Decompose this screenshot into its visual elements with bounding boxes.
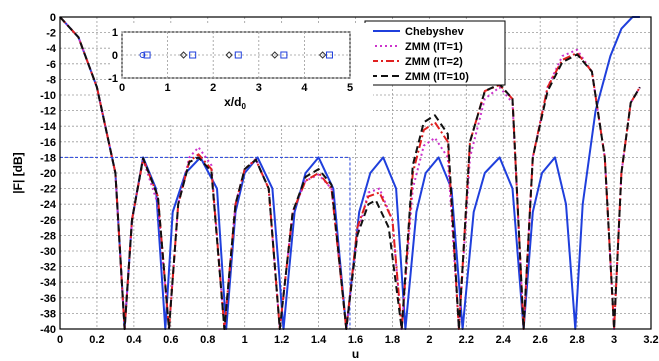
y-tick-label: -14 — [40, 121, 57, 133]
main-series-group — [59, 16, 641, 330]
inset-point-diamond — [271, 51, 279, 59]
x-tick-label: 0.8 — [200, 334, 215, 346]
inset-y-tick-label: 0 — [112, 50, 118, 62]
y-tick-label: -30 — [40, 246, 56, 258]
x-tick-label: 1.4 — [311, 334, 327, 346]
x-tick-label: 2.6 — [533, 334, 548, 346]
x-tick-label: 1 — [242, 334, 248, 346]
x-tick-label: 1.8 — [385, 334, 400, 346]
y-tick-label: -20 — [40, 168, 56, 180]
inset-x-label-subscript: 0 — [241, 102, 246, 111]
inset-grid — [121, 31, 351, 79]
inset-point-square — [143, 51, 151, 59]
x-tick-label: 0.4 — [126, 334, 142, 346]
x-tick-label: 0.2 — [89, 334, 104, 346]
y-tick-label: -6 — [46, 59, 56, 71]
y-axis-label: |F| [dB] — [11, 152, 25, 193]
y-tick-label: -18 — [40, 152, 56, 164]
legend-entries: Chebyshev ZMM (IT=1) ZMM (IT=2) ZMM (IT=10) — [370, 26, 469, 83]
y-tick-label: -40 — [40, 324, 56, 336]
inset-x-axis-label: x/d0 — [224, 95, 246, 111]
y-tick-label: -26 — [40, 215, 56, 227]
y-tick-label: -2 — [46, 28, 56, 40]
y-tick-label: -24 — [40, 199, 57, 211]
x-tick-label: 0.6 — [163, 334, 178, 346]
y-tick-label: -34 — [40, 277, 57, 289]
inset-point-diamond — [225, 51, 233, 59]
x-tick-label: 2.8 — [569, 334, 584, 346]
main-tick-labels: 0 0.2 0.4 0.6 0.8 1 1.2 1.4 1.6 1.8 2 2.2 2.4 2.6 2.8 3… — [40, 12, 659, 346]
x-tick-label: 1.6 — [348, 334, 363, 346]
inset-point-square — [325, 51, 333, 59]
inset-point-circle — [139, 52, 146, 58]
series-line — [59, 16, 641, 330]
inset-plot: 0 1 2 3 4 510-1 x/d0 — [108, 23, 373, 123]
inset-point-square — [189, 51, 197, 59]
series-line — [59, 16, 641, 330]
y-tick-label: -10 — [40, 90, 56, 102]
inset-x-tick-label: 3 — [256, 82, 262, 94]
y-tick-label: -16 — [40, 137, 56, 149]
inset-x-tick-label: 4 — [301, 82, 308, 94]
x-axis-label: u — [352, 347, 359, 361]
x-tick-label: 0 — [57, 334, 63, 346]
y-tick-label: -4 — [46, 43, 57, 55]
legend-label: ZMM (IT=10) — [405, 71, 469, 83]
inset-point-square — [234, 51, 242, 59]
legend-label: ZMM (IT=2) — [405, 56, 463, 68]
inset-point-square — [280, 51, 288, 59]
y-tick-label: -12 — [40, 106, 56, 118]
x-tick-label: 2 — [426, 334, 432, 346]
x-tick-label: 3.2 — [643, 334, 658, 346]
inset-x-label-main: x/d — [224, 95, 241, 109]
y-tick-label: -38 — [40, 308, 56, 320]
y-tick-label: -32 — [40, 262, 56, 274]
y-tick-label: 0 — [50, 12, 56, 24]
x-tick-label: 2.2 — [459, 334, 474, 346]
inset-x-tick-label: 5 — [347, 82, 353, 94]
inset-point-diamond — [318, 51, 327, 59]
inset-points — [139, 51, 333, 59]
x-tick-label: 2.4 — [496, 334, 512, 346]
legend-label: Chebyshev — [405, 26, 465, 38]
inset-tick-labels: 0 1 2 3 4 510-1 — [108, 27, 353, 94]
legend: Chebyshev ZMM (IT=1) ZMM (IT=2) ZMM (IT=10) — [364, 20, 506, 86]
x-tick-label: 1.2 — [274, 334, 289, 346]
x-tick-label: 3 — [611, 334, 617, 346]
y-tick-label: -22 — [40, 184, 56, 196]
reference-line — [60, 156, 351, 329]
y-tick-label: -8 — [46, 74, 56, 86]
main-plot-frame — [59, 16, 652, 330]
inset-x-tick-label: 2 — [210, 82, 216, 94]
y-tick-label: -28 — [40, 230, 56, 242]
inset-y-tick-label: 1 — [112, 27, 118, 39]
y-tick-label: -36 — [40, 293, 56, 305]
inset-x-tick-label: 0 — [119, 82, 125, 94]
legend-label: ZMM (IT=1) — [405, 41, 463, 53]
inset-x-tick-label: 1 — [165, 82, 171, 94]
inset-y-tick-label: -1 — [108, 73, 118, 85]
inset-point-diamond — [179, 51, 188, 59]
